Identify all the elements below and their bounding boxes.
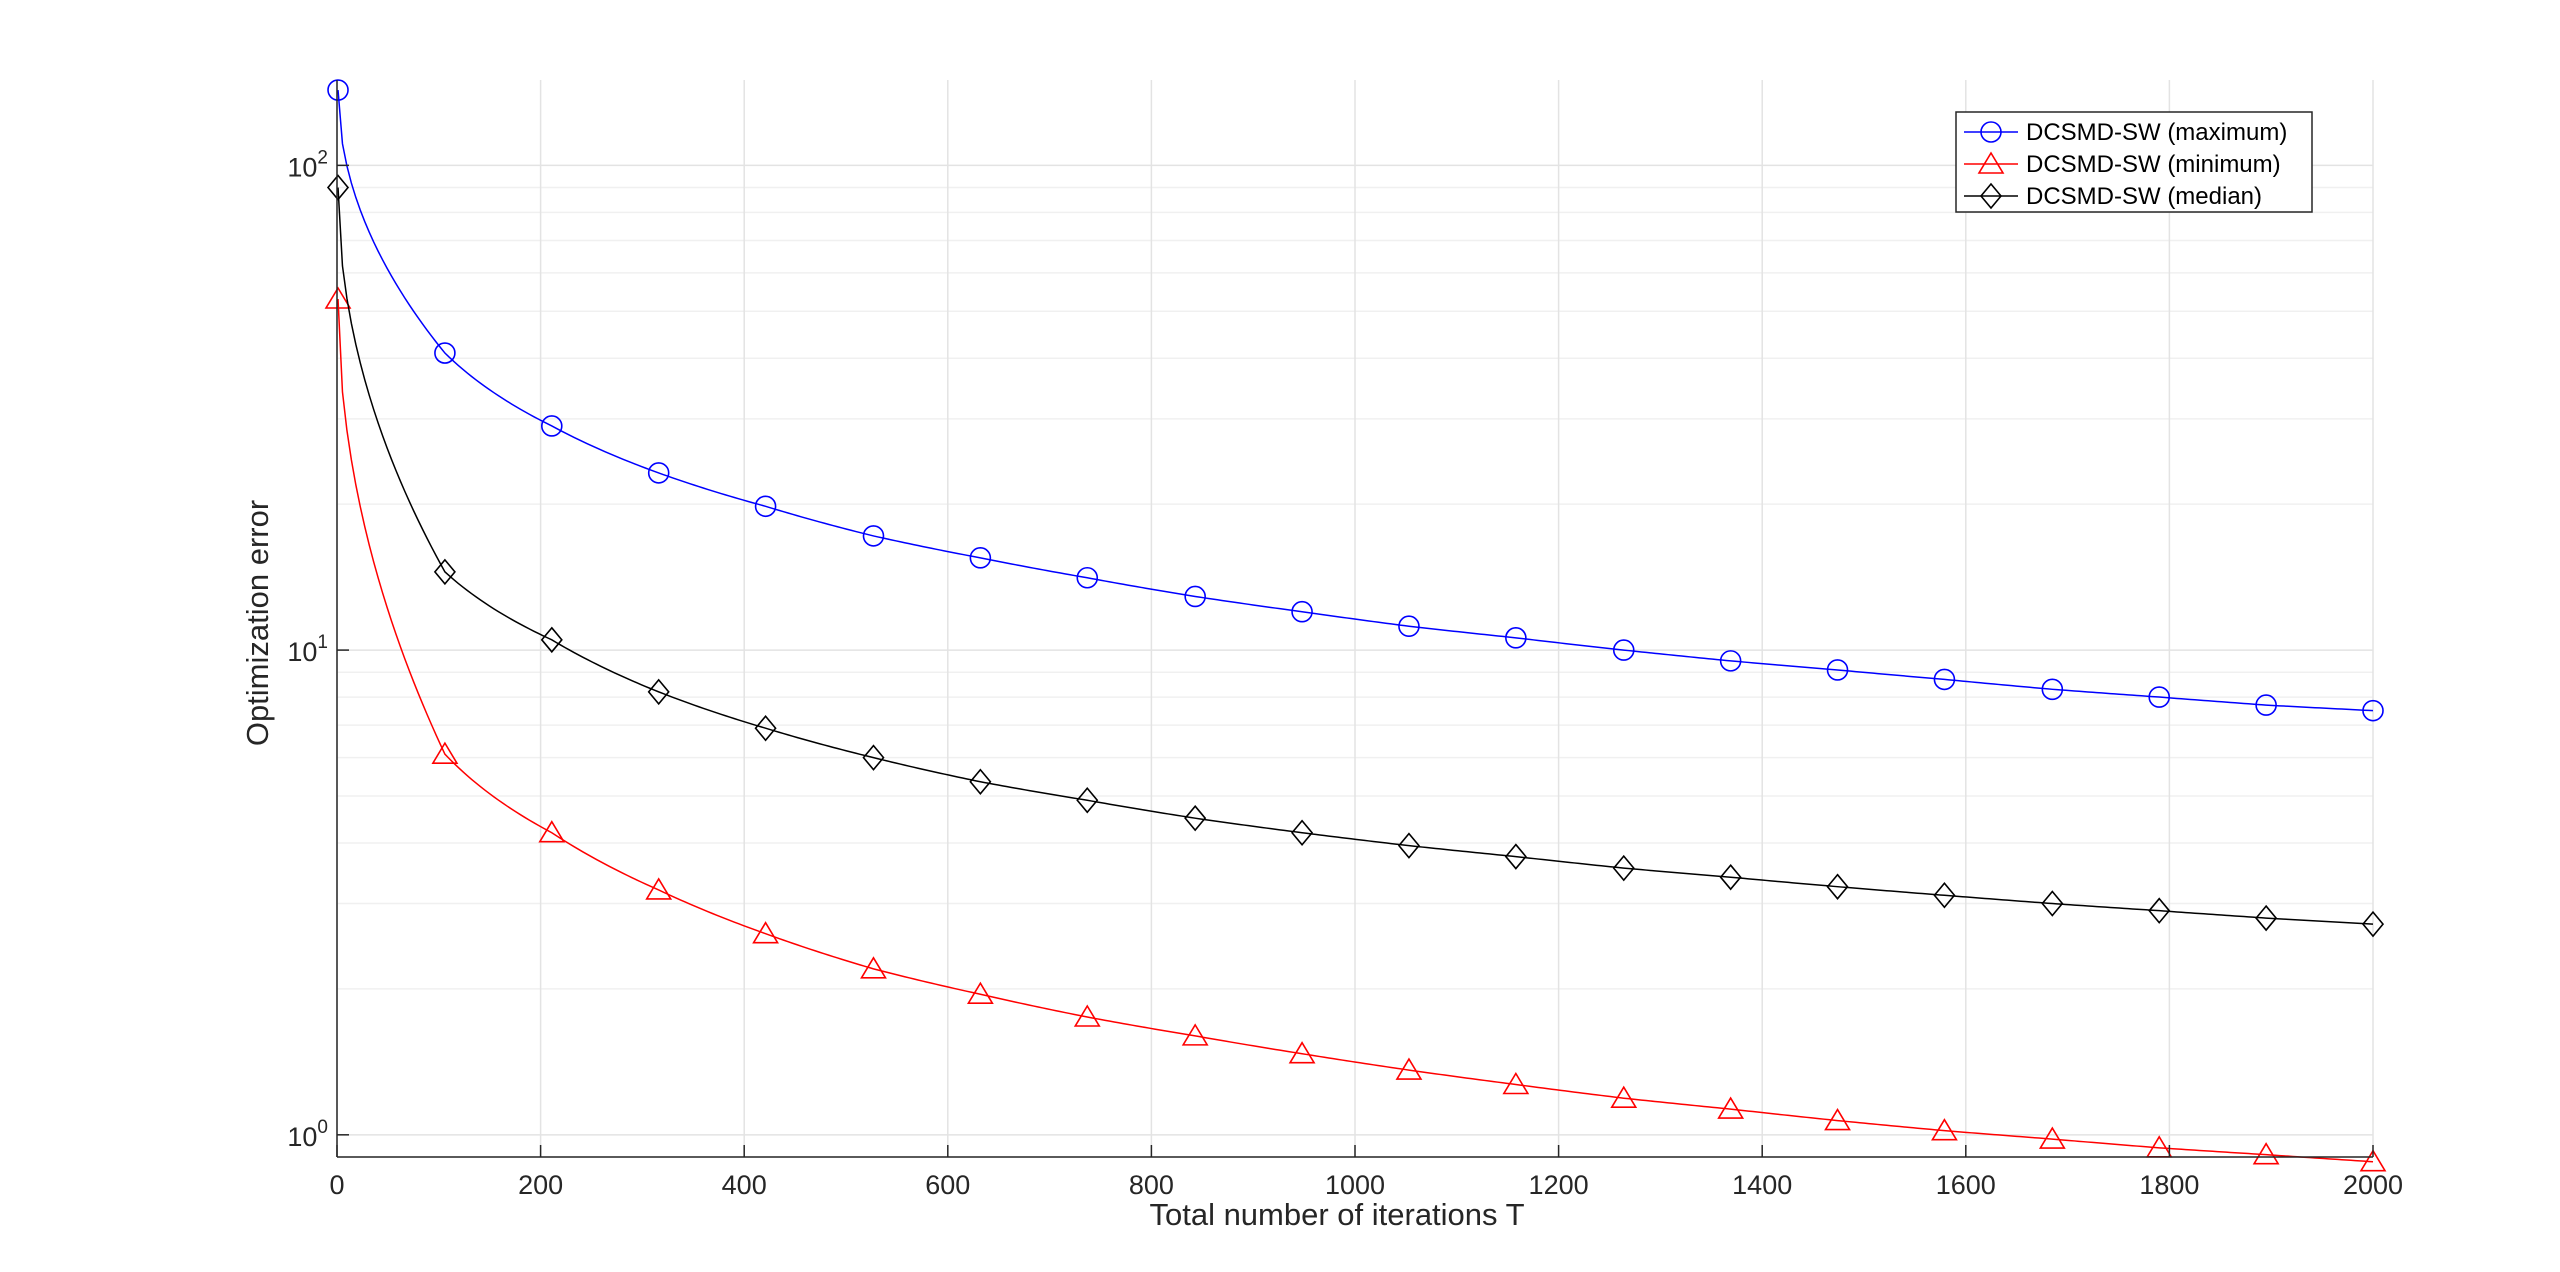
x-tick-label: 1600 bbox=[1936, 1170, 1996, 1200]
data-point-marker bbox=[1076, 787, 1099, 814]
x-tick-label: 1200 bbox=[1529, 1170, 1589, 1200]
y-axis-label: Optimization error bbox=[240, 500, 275, 746]
data-point-marker bbox=[1931, 1118, 1958, 1141]
x-tick-label: 1000 bbox=[1325, 1170, 1385, 1200]
data-point-marker bbox=[2255, 694, 2277, 716]
data-point-marker bbox=[326, 174, 350, 201]
data-point-marker bbox=[1933, 882, 1956, 909]
data-point-marker bbox=[2041, 890, 2064, 917]
y-tick-label: 100 bbox=[287, 1117, 328, 1152]
plot-area: 0 200 400 600 800 1000 1200 1400 1600 1800 2000 10… bbox=[287, 79, 2403, 1200]
x-tick-label: 1400 bbox=[1732, 1170, 1792, 1200]
series-layer bbox=[324, 79, 2387, 1172]
data-point-marker bbox=[1291, 819, 1314, 846]
legend-label: DCSMD-SW (maximum) bbox=[2026, 119, 2287, 146]
data-point-marker bbox=[433, 558, 456, 586]
data-point-marker bbox=[1073, 1004, 1101, 1027]
data-point-marker bbox=[1610, 1085, 1638, 1108]
data-point-marker bbox=[1397, 832, 1420, 859]
data-point-marker bbox=[860, 956, 887, 979]
x-tick-label: 200 bbox=[518, 1170, 563, 1200]
legend-label: DCSMD-SW (median) bbox=[2026, 183, 2262, 210]
data-point-marker bbox=[1826, 659, 1849, 681]
series-line bbox=[337, 89, 2374, 712]
legend-marker bbox=[1980, 121, 2002, 143]
x-tick-label: 1800 bbox=[2139, 1170, 2199, 1200]
data-point-marker bbox=[647, 462, 670, 484]
data-point-marker bbox=[1719, 650, 1742, 672]
data-point-marker bbox=[1502, 1071, 1530, 1095]
data-point-marker bbox=[645, 877, 673, 900]
y-tick-label: 102 bbox=[287, 147, 328, 182]
data-point-marker bbox=[1076, 566, 1099, 589]
data-point-marker bbox=[647, 678, 670, 706]
series-triangle-group bbox=[324, 286, 2387, 1172]
data-point-marker bbox=[434, 342, 456, 364]
legend-marker bbox=[1979, 182, 2003, 210]
data-point-marker bbox=[1824, 1108, 1851, 1131]
x-tick-label: 0 bbox=[329, 1170, 344, 1200]
data-point-marker bbox=[538, 820, 566, 843]
data-point-marker bbox=[324, 286, 352, 309]
data-point-marker bbox=[2252, 1142, 2280, 1165]
x-axis-label: Total number of iterations T bbox=[1149, 1197, 1524, 1232]
data-point-marker bbox=[2148, 897, 2171, 924]
data-point-marker bbox=[969, 547, 992, 569]
legend-label: DCSMD-SW (minimum) bbox=[2026, 151, 2281, 178]
data-point-marker bbox=[1184, 585, 1206, 608]
data-point-marker bbox=[862, 525, 885, 547]
legend-marker bbox=[1977, 151, 2005, 174]
data-point-marker bbox=[1719, 863, 1742, 891]
data-point-marker bbox=[540, 415, 563, 437]
series-line bbox=[337, 187, 2374, 925]
y-axis-ticks: 100 101 102 bbox=[287, 147, 349, 1152]
series-circle-group bbox=[327, 79, 2384, 722]
data-point-marker bbox=[1612, 639, 1635, 661]
x-tick-label: 2000 bbox=[2343, 1170, 2403, 1200]
x-tick-label: 600 bbox=[925, 1170, 970, 1200]
data-point-marker bbox=[327, 79, 349, 101]
data-point-marker bbox=[2361, 910, 2385, 938]
data-point-marker bbox=[540, 626, 563, 654]
data-point-marker bbox=[966, 981, 994, 1005]
x-axis-ticks: 0 200 400 600 800 1000 1200 1400 1600 1800 2000 bbox=[329, 1145, 2403, 1200]
data-point-marker bbox=[2148, 686, 2171, 708]
x-tick-label: 400 bbox=[722, 1170, 767, 1200]
data-point-marker bbox=[1181, 1023, 1209, 1046]
data-point-marker bbox=[1291, 600, 1313, 623]
data-point-marker bbox=[1184, 804, 1207, 832]
data-point-marker bbox=[1826, 873, 1849, 900]
data-point-marker bbox=[1504, 843, 1527, 870]
data-point-marker bbox=[862, 744, 885, 771]
data-point-marker bbox=[2041, 678, 2064, 701]
series-line bbox=[337, 298, 2374, 1163]
data-point-marker bbox=[2362, 699, 2384, 722]
data-point-marker bbox=[969, 768, 992, 796]
data-point-marker bbox=[2038, 1126, 2066, 1149]
data-point-marker bbox=[1717, 1096, 1745, 1119]
legend: DCSMD-SW (maximum) DCSMD-SW (minimum) DCSM… bbox=[1955, 111, 2313, 213]
data-point-marker bbox=[1505, 627, 1527, 649]
y-tick-label: 101 bbox=[287, 632, 328, 667]
data-point-marker bbox=[1395, 1057, 1423, 1080]
data-point-marker bbox=[2255, 904, 2278, 932]
data-point-marker bbox=[1612, 854, 1635, 882]
data-point-marker bbox=[754, 714, 777, 742]
data-point-marker bbox=[1933, 668, 1956, 691]
data-point-marker bbox=[752, 921, 779, 944]
series-diamond-group bbox=[326, 174, 2385, 938]
data-point-marker bbox=[2359, 1149, 2387, 1172]
data-point-marker bbox=[1288, 1041, 1316, 1064]
x-tick-label: 800 bbox=[1129, 1170, 1174, 1200]
data-point-marker bbox=[754, 495, 777, 518]
data-point-marker bbox=[1398, 615, 1420, 638]
data-point-marker bbox=[431, 741, 459, 764]
